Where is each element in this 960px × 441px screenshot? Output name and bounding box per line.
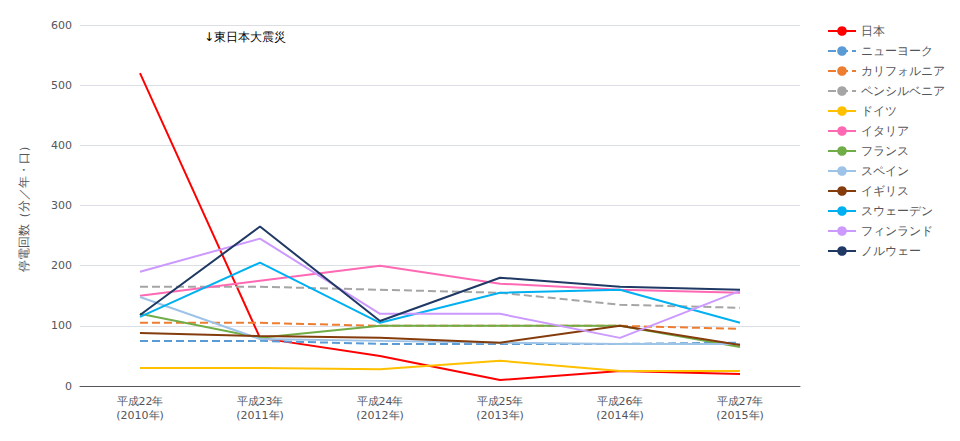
svg-text:(2015年): (2015年) xyxy=(716,409,764,422)
svg-text:平成25年: 平成25年 xyxy=(477,395,524,408)
svg-text:フランス: フランス xyxy=(861,144,909,158)
svg-text:ノルウェー: ノルウェー xyxy=(861,244,921,258)
svg-text:500: 500 xyxy=(51,79,72,92)
svg-text:(2010年): (2010年) xyxy=(116,409,164,422)
svg-text:(2012年): (2012年) xyxy=(356,409,404,422)
svg-text:400: 400 xyxy=(51,139,72,152)
svg-text:(2011年): (2011年) xyxy=(236,409,284,422)
svg-text:平成27年: 平成27年 xyxy=(717,395,764,408)
svg-text:停電回数（分／年・口）: 停電回数（分／年・口） xyxy=(17,140,31,272)
svg-text:0: 0 xyxy=(65,380,72,393)
svg-text:スウェーデン: スウェーデン xyxy=(861,204,933,218)
svg-text:スペイン: スペイン xyxy=(861,164,909,178)
svg-text:イギリス: イギリス xyxy=(861,184,909,198)
svg-text:平成22年: 平成22年 xyxy=(117,395,164,408)
svg-text:100: 100 xyxy=(51,319,72,332)
svg-text:カリフォルニア: カリフォルニア xyxy=(861,64,945,78)
svg-text:ニューヨーク: ニューヨーク xyxy=(861,44,933,58)
svg-text:600: 600 xyxy=(51,19,72,32)
svg-text:イタリア: イタリア xyxy=(861,124,909,138)
svg-text:ドイツ: ドイツ xyxy=(861,104,897,118)
svg-text:200: 200 xyxy=(51,259,72,272)
svg-text:300: 300 xyxy=(51,199,72,212)
svg-text:平成24年: 平成24年 xyxy=(357,395,404,408)
svg-text:日本: 日本 xyxy=(861,24,885,38)
svg-text:ペンシルベニア: ペンシルベニア xyxy=(861,84,945,98)
svg-text:(2013年): (2013年) xyxy=(476,409,524,422)
svg-text:フィンランド: フィンランド xyxy=(861,224,933,238)
svg-text:(2014年): (2014年) xyxy=(596,409,644,422)
svg-text:平成26年: 平成26年 xyxy=(597,395,644,408)
svg-text:↓東日本大震災: ↓東日本大震災 xyxy=(204,30,286,44)
svg-text:平成23年: 平成23年 xyxy=(237,395,284,408)
